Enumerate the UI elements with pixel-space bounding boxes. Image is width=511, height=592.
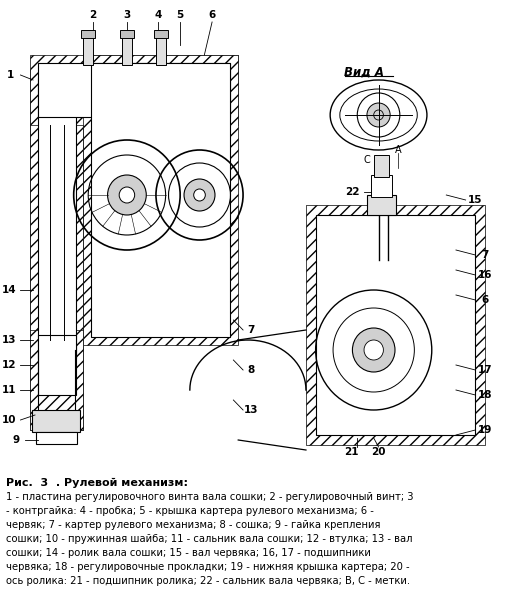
Text: A: A [394,145,401,155]
Text: 22: 22 [345,187,360,197]
Text: 6: 6 [208,10,216,20]
Text: червяка; 18 - регулировочные прокладки; 19 - нижняя крышка картера; 20 -: червяка; 18 - регулировочные прокладки; … [6,562,410,572]
Circle shape [353,328,395,372]
Bar [32,410,80,432]
Text: 16: 16 [478,270,492,280]
Text: 20: 20 [371,447,386,457]
Text: 1: 1 [7,70,14,80]
Bar [38,78,76,358]
Bar [91,63,230,337]
Bar [316,215,475,435]
Text: 15: 15 [468,195,482,205]
Bar [36,432,77,444]
Text: ось ролика: 21 - подшипник ролика; 22 - сальник вала червяка; В, С - метки.: ось ролика: 21 - подшипник ролика; 22 - … [6,576,410,586]
Text: - контргайка: 4 - пробка; 5 - крышка картера рулевого механизма; 6 -: - контргайка: 4 - пробка; 5 - крышка кар… [6,506,374,516]
Circle shape [194,189,205,201]
Bar [83,55,238,345]
Bar [371,175,392,197]
Bar [122,35,132,65]
Text: 13: 13 [244,405,258,415]
Circle shape [108,175,146,215]
Circle shape [119,187,135,203]
Text: 1 - пластина регулировочного винта вала сошки; 2 - регулировочный винт; 3: 1 - пластина регулировочного винта вала … [6,492,413,502]
Bar [154,30,168,38]
Text: 10: 10 [2,415,16,425]
Text: 9: 9 [12,435,19,445]
Text: Вид А: Вид А [344,66,384,79]
Text: 7: 7 [481,250,489,260]
Text: 19: 19 [478,425,492,435]
Text: 2: 2 [89,10,97,20]
Text: 17: 17 [478,365,492,375]
Bar [38,63,230,117]
Bar [30,70,83,430]
Bar [30,55,238,125]
Text: 7: 7 [247,325,254,335]
Text: сошки; 14 - ролик вала сошки; 15 - вал червяка; 16, 17 - подшипники: сошки; 14 - ролик вала сошки; 15 - вал ч… [6,548,371,558]
Text: C: C [363,155,370,165]
Text: 5: 5 [176,10,184,20]
Text: 3: 3 [123,10,130,20]
Bar [156,35,166,65]
Text: 6: 6 [481,295,489,305]
Circle shape [184,179,215,211]
Text: Рис.  3  . Рулевой механизм:: Рис. 3 . Рулевой механизм: [6,478,188,488]
Text: 13: 13 [2,335,16,345]
Text: червяк; 7 - картер рулевого механизма; 8 - сошка; 9 - гайка крепления: червяк; 7 - картер рулевого механизма; 8… [6,520,381,530]
Bar [38,335,76,395]
Bar [83,35,93,65]
Bar [367,195,396,215]
Text: 11: 11 [2,385,16,395]
Circle shape [364,340,383,360]
Text: 18: 18 [478,390,492,400]
Text: 12: 12 [2,360,16,370]
Bar [120,30,134,38]
Bar [374,155,389,177]
Bar [306,205,485,445]
Text: 21: 21 [344,447,359,457]
Text: 14: 14 [2,285,16,295]
Circle shape [367,103,390,127]
Bar [30,330,83,430]
Bar [81,30,95,38]
Text: 4: 4 [154,10,161,20]
Text: сошки; 10 - пружинная шайба; 11 - сальник вала сошки; 12 - втулка; 13 - вал: сошки; 10 - пружинная шайба; 11 - сальни… [6,534,412,544]
Text: 8: 8 [247,365,254,375]
